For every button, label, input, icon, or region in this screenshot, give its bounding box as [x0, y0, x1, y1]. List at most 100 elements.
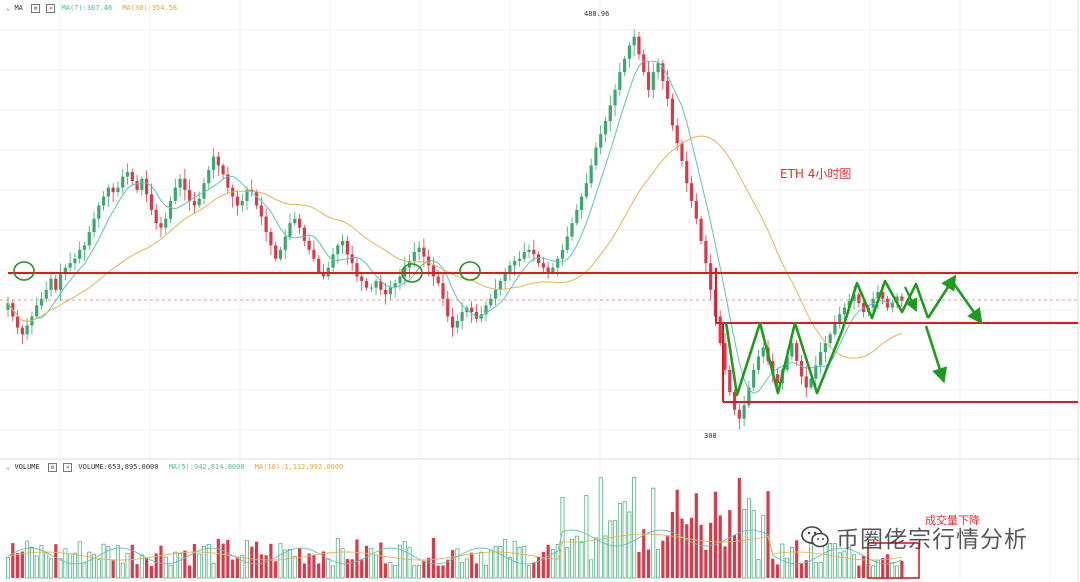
support-touch-circle: [13, 261, 35, 281]
candle-body: [661, 63, 665, 82]
volume-bar: [522, 545, 527, 579]
candle-body: [493, 289, 498, 299]
volume-bar: [96, 559, 101, 579]
candle-body: [694, 200, 698, 219]
candle-body: [675, 125, 679, 144]
volume-bar: [192, 543, 197, 578]
price-header: ⌄ MA ⚙ × MA(7):367.48 MA(30):354.58: [6, 3, 177, 13]
candle-body: [192, 200, 197, 206]
candle-body: [541, 263, 545, 268]
candle-body: [814, 365, 818, 379]
candle-body: [240, 200, 244, 206]
candle-body: [623, 58, 627, 73]
volume-header: ⌄ VOLUME ⚙ × VOLUME:653,895.0000 MA(5):9…: [6, 462, 343, 472]
candle-body: [379, 280, 383, 290]
candle-body: [207, 169, 211, 184]
volume-bar: [900, 560, 904, 578]
candle-body: [297, 218, 302, 228]
volume-bar: [450, 550, 455, 578]
candle-body: [269, 232, 273, 246]
candle-body: [522, 252, 526, 259]
candle-body: [436, 276, 440, 284]
candle-body: [183, 178, 187, 190]
candle-body: [517, 258, 522, 261]
volume-bar: [130, 544, 134, 578]
volume-bar: [895, 565, 900, 579]
volume-bar: [168, 564, 173, 579]
volume-bar: [818, 562, 823, 579]
volume-bar: [115, 545, 120, 579]
volume-bar: [326, 558, 331, 579]
volume-bar: [464, 558, 469, 579]
collapse-chevron-icon[interactable]: ⌄: [6, 4, 11, 12]
volume-bar: [145, 558, 149, 578]
volume-bar: [761, 515, 766, 579]
candle-body: [149, 194, 153, 210]
volume-bar: [87, 551, 92, 579]
vol-ma5-value: MA(5):942,814.8000: [168, 463, 245, 471]
candle-body: [666, 81, 670, 99]
volume-bar: [574, 535, 579, 579]
candle-body: [460, 312, 464, 321]
volume-bar: [321, 551, 326, 578]
volume-bar: [685, 524, 689, 578]
volume-bar: [813, 561, 818, 579]
candle-body: [637, 36, 641, 55]
volume-bar: [732, 535, 737, 578]
candle-body: [470, 307, 474, 313]
volume-bar: [852, 554, 857, 579]
volume-bar: [374, 554, 379, 579]
volume-bar: [789, 547, 794, 579]
volume-bar: [666, 536, 670, 578]
candle-body: [211, 156, 216, 170]
volume-bar: [355, 539, 359, 578]
candle-body: [890, 303, 894, 308]
candle-body: [188, 189, 192, 201]
volume-bar: [111, 560, 115, 578]
candle-body: [92, 218, 96, 233]
candle-body: [718, 316, 722, 344]
volume-bar: [689, 517, 694, 578]
candle-body: [102, 196, 106, 206]
volume-bar: [503, 539, 508, 579]
volume-bar: [54, 544, 58, 578]
volume-bar: [307, 553, 311, 578]
volume-close-icon[interactable]: ×: [63, 462, 73, 472]
candle-body: [369, 287, 373, 289]
candle-body: [732, 392, 737, 410]
volume-bar: [507, 557, 512, 579]
candle-body: [87, 232, 91, 246]
settings-icon[interactable]: ⚙: [31, 3, 41, 13]
close-icon[interactable]: ×: [46, 3, 56, 13]
volume-bar: [532, 562, 536, 578]
candle-body: [785, 356, 789, 370]
volume-settings-icon[interactable]: ⚙: [47, 462, 57, 472]
volume-bar: [384, 563, 388, 578]
candle-body: [484, 305, 488, 315]
volume-bar: [92, 553, 96, 579]
volume-bar: [125, 552, 130, 579]
volume-collapse-chevron-icon[interactable]: ⌄: [6, 463, 11, 471]
candle-body: [723, 343, 727, 370]
volume-bar: [862, 555, 866, 578]
candle-body: [431, 265, 436, 277]
candle-body: [747, 387, 751, 406]
volume-bar: [417, 565, 422, 579]
candle-body: [35, 305, 39, 317]
volume-bar: [269, 543, 273, 578]
candle-body: [536, 254, 541, 264]
volume-bar: [828, 543, 833, 579]
candle-body: [106, 187, 110, 197]
chart-title: ETH 4小时图: [780, 167, 852, 181]
candle-body: [116, 187, 120, 193]
volume-bar: [756, 559, 761, 579]
volume-bar: [302, 563, 306, 578]
volume-bar: [550, 549, 555, 579]
volume-bar: [637, 551, 641, 578]
volume-bar: [317, 563, 321, 578]
candle-body: [360, 276, 364, 281]
candle-body: [398, 276, 402, 284]
volume-bar: [231, 559, 235, 578]
candle-body: [125, 172, 130, 177]
candle-body: [345, 240, 349, 255]
